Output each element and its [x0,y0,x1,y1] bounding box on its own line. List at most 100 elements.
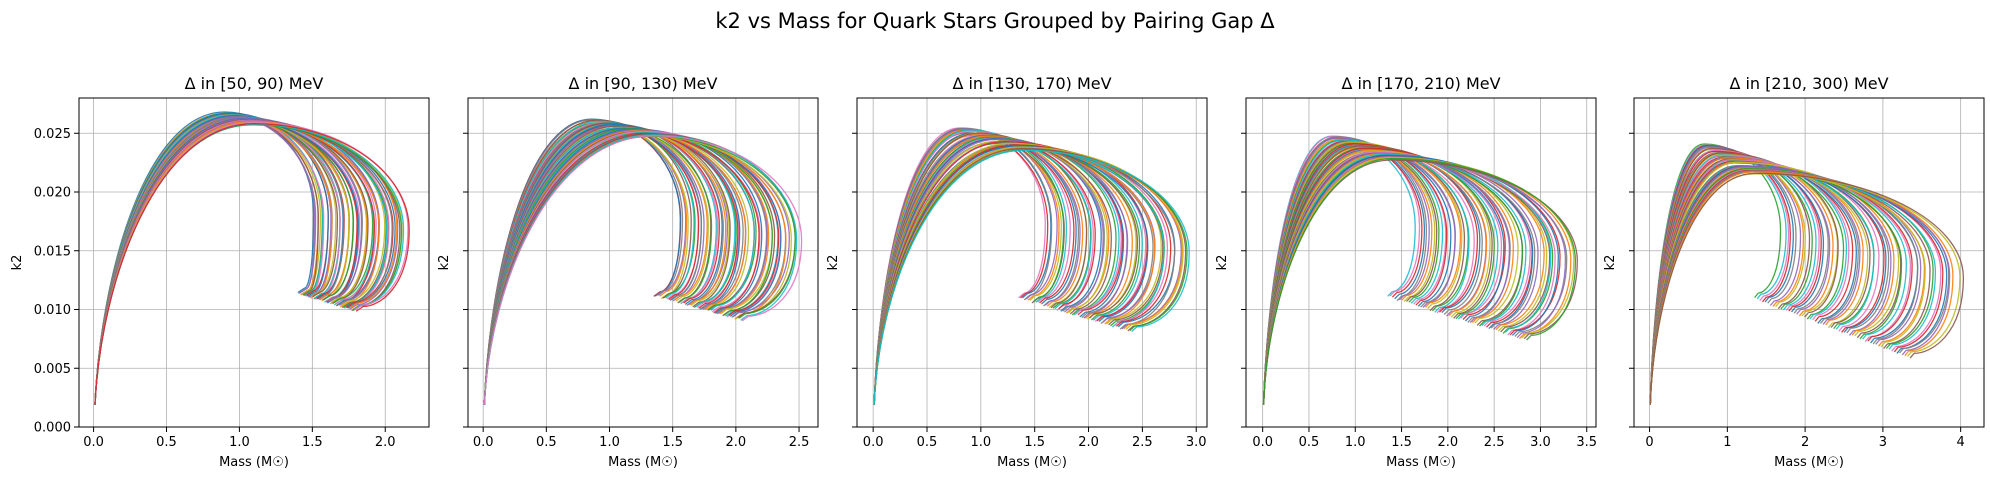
series-line [94,116,333,405]
series-line [1262,142,1466,405]
x-tick-label: 2.5 [1132,435,1153,450]
x-tick-label: 1 [1723,435,1731,450]
series-line [94,112,319,405]
series-line [94,112,323,405]
series-line [94,123,394,405]
x-tick-label: 2.5 [789,435,810,450]
x-tick-label: 2.0 [375,435,396,450]
y-axis-label: k2 [10,255,25,271]
series-line [483,122,689,405]
series-line [94,114,332,405]
y-tick-label: 0.025 [34,127,71,142]
y-axis-label: k2 [826,255,841,271]
x-axis-label: Mass (M☉) [997,455,1067,470]
axes-frame [467,97,819,428]
x-tick-label: 1.5 [1024,435,1045,450]
x-tick-label: 1.0 [599,435,620,450]
x-tick-label: 1.5 [1391,435,1412,450]
series-line [1262,157,1577,405]
panel-1: Δ in [50, 90) MeV 0.0 0.5 1.0 1.5 2.0 0.000 0.0… [10,74,430,470]
y-tick-label: 0.000 [34,421,71,436]
series-line [873,132,1065,405]
panel-title: Δ in [50, 90) MeV [185,74,324,93]
series-line [873,149,1190,405]
x-axis-label: Mass (M☉) [219,455,289,470]
series-line [94,122,410,405]
panel-4: Δ in [170, 210) MeV 0.0 0.5 1.0 1.5 2.0 2.5 3.0… [1215,74,1597,470]
x-tick-label: 2.0 [1078,435,1099,450]
x-tick-label: 0.5 [156,435,177,450]
series-line [94,119,369,405]
series-group [483,118,803,405]
grid [1634,98,1984,428]
panel-3: Δ in [130, 170) MeV 0.0 0.5 1.0 1.5 2.0 2.5 3.0… [826,74,1208,470]
x-tick-label: 3.0 [1530,435,1551,450]
series-line [483,120,695,405]
x-tick-label: 4 [1957,435,1965,450]
series-line [94,114,317,405]
panel-2: Δ in [90, 130) MeV 0.0 0.5 1.0 1.5 2.0 2.5 Mass… [437,74,819,470]
panel-5: Δ in [210, 300) MeV 0 1 2 3 4 Mass (M☉) k2 [1603,74,1985,470]
series-line [483,125,709,405]
x-tick-label: 0.0 [83,435,104,450]
figure-title: k2 vs Mass for Quark Stars Grouped by Pa… [715,9,1275,33]
series-line [1649,146,1802,405]
series-line [483,122,696,405]
series-line [873,129,1068,405]
series-group [1262,135,1578,405]
x-tick-label: 0.0 [473,435,494,450]
axes-frame [856,97,1208,428]
series-line [94,115,325,405]
series-line [483,129,755,405]
x-tick-label: 1.0 [971,435,992,450]
y-axis-label: k2 [437,255,452,271]
x-axis-label: Mass (M☉) [1386,455,1456,470]
series-group [873,127,1190,405]
x-tick-label: 0.5 [1299,435,1320,450]
x-tick-label: 3.0 [1186,435,1207,450]
y-axis-label: k2 [1215,255,1230,271]
x-tick-label: 0.5 [917,435,938,450]
y-axis-label: k2 [1603,255,1618,271]
series-line [94,114,316,405]
panel-title: Δ in [90, 130) MeV [569,74,718,93]
y-tick-label: 0.020 [34,186,71,201]
x-tick-label: 0.0 [863,435,884,450]
grid [79,98,429,428]
series-line [1649,172,1965,405]
panel-title: Δ in [170, 210) MeV [1341,74,1500,93]
series-group [1649,143,1965,405]
series-line [94,113,322,405]
x-tick-label: 1.0 [229,435,250,450]
axes-frame [1245,97,1597,428]
axes-frame [78,97,430,428]
x-tick-label: 1.5 [302,435,323,450]
x-tick-label: 3.5 [1576,435,1597,450]
series-line [483,132,773,405]
x-tick-label: 0.5 [536,435,557,450]
x-axis-label: Mass (M☉) [608,455,678,470]
series-line [94,112,324,405]
series-line [1262,143,1469,405]
panels: Δ in [50, 90) MeV 0.0 0.5 1.0 1.5 2.0 0.000 0.0… [10,74,1985,470]
x-tick-label: 2.0 [1438,435,1459,450]
series-line [483,125,729,405]
y-tick-label: 0.015 [34,244,71,259]
series-line [94,114,319,405]
panel-title: Δ in [130, 170) MeV [952,74,1111,93]
x-tick-label: 3 [1879,435,1887,450]
series-line [483,124,708,405]
x-tick-label: 2 [1801,435,1809,450]
x-tick-label: 1.0 [1345,435,1366,450]
series-line [873,147,1176,405]
series-line [94,112,329,405]
y-tick-label: 0.005 [34,362,71,377]
x-tick-label: 2.5 [1484,435,1505,450]
axes-frame [1633,97,1985,428]
series-line [483,130,773,405]
x-tick-label: 0 [1645,435,1653,450]
series-line [483,127,730,405]
x-axis-label: Mass (M☉) [1774,455,1844,470]
series-line [483,135,803,405]
